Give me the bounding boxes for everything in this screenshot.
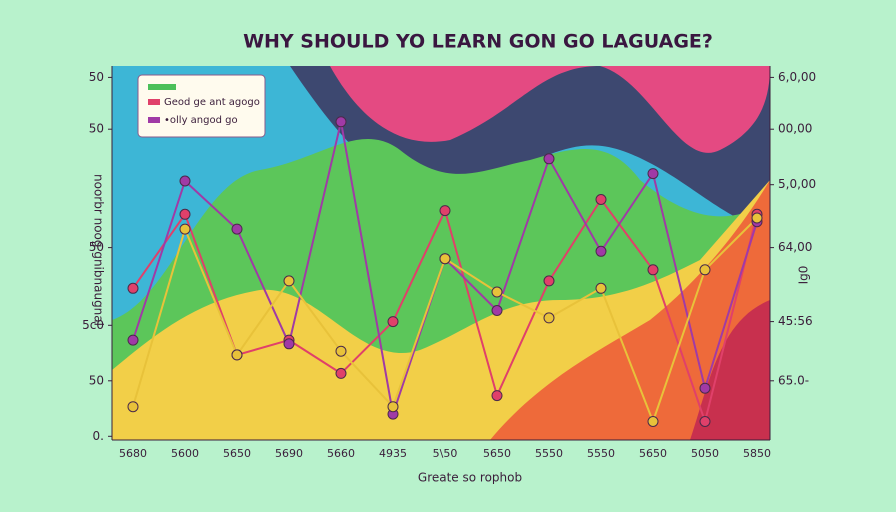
point xyxy=(335,345,347,357)
x-tick-label: 5850 xyxy=(743,447,771,460)
point xyxy=(231,349,243,361)
y-tick-label: 5c0 xyxy=(82,318,104,332)
x-tick-label: 5550 xyxy=(587,447,615,460)
point xyxy=(543,312,555,324)
point xyxy=(127,334,139,346)
point xyxy=(127,401,139,413)
legend-swatch xyxy=(148,84,176,90)
point xyxy=(179,175,191,187)
legend-label: •olly angod go xyxy=(164,115,238,126)
legend-swatch xyxy=(148,99,160,105)
point xyxy=(699,416,711,427)
x-tick-label: 5680 xyxy=(119,447,147,460)
y2-tick-label: 5,0,00 xyxy=(778,177,816,191)
legend-box xyxy=(137,74,266,138)
point xyxy=(283,338,295,350)
x-tick-label: 5550 xyxy=(535,447,563,460)
point xyxy=(491,286,503,298)
x-tick-label: 5\50 xyxy=(433,447,458,460)
point xyxy=(179,208,191,220)
point xyxy=(647,168,659,180)
point xyxy=(647,264,659,276)
y-tick-label: 50 xyxy=(89,122,104,136)
area-orange xyxy=(490,180,770,440)
point xyxy=(179,223,191,235)
x-tick-label: 5660 xyxy=(327,447,355,460)
chart-title: WHY SHOULD YO LEARN GON GO LAGUAGE? xyxy=(243,31,713,53)
point xyxy=(491,390,503,402)
legend-swatch xyxy=(148,117,160,123)
point xyxy=(543,275,555,287)
x-tick-label: 4935 xyxy=(379,447,407,460)
area-pink xyxy=(330,66,770,153)
point xyxy=(231,223,243,235)
point xyxy=(439,253,451,265)
x-tick-label: 5690 xyxy=(275,447,303,460)
legend-label: Geod ge ant agogo xyxy=(164,97,260,108)
y-tick-label: 50 xyxy=(89,70,104,84)
x-tick-label: 5650 xyxy=(483,447,511,460)
point xyxy=(335,116,347,128)
y2-tick-label: 6,0,00 xyxy=(778,70,816,84)
y-tick-label: 50 xyxy=(89,240,104,254)
point xyxy=(491,305,503,316)
point xyxy=(387,316,399,328)
x-tick-label: 5650 xyxy=(639,447,667,460)
point xyxy=(335,367,347,379)
point xyxy=(283,275,295,287)
y2-tick-label: 65.0- xyxy=(778,373,809,387)
point xyxy=(595,194,607,205)
y-tick-label: 50 xyxy=(89,373,104,387)
y2-tick-label: 00,00 xyxy=(778,122,812,136)
point xyxy=(439,205,451,217)
y2-tick-label: 64,00 xyxy=(778,240,812,254)
point xyxy=(543,153,555,165)
y-tick-label: 0. xyxy=(93,429,104,443)
x-tick-label: 5050 xyxy=(691,447,719,460)
y2-tick-label: 45:56 xyxy=(778,314,813,328)
point xyxy=(699,382,711,394)
point xyxy=(595,282,607,294)
x-tick-label: 5600 xyxy=(171,447,199,460)
x-tick-label: 5650 xyxy=(223,447,251,460)
point xyxy=(595,245,607,257)
y-axis-title: noorbr noog gnibnaugnal xyxy=(92,174,106,326)
point xyxy=(127,282,139,294)
x-axis-title: Greate so rophob xyxy=(418,471,522,485)
point xyxy=(751,212,763,224)
y2-axis-title: Ig0 xyxy=(797,266,811,285)
point xyxy=(387,401,399,413)
background-areas xyxy=(112,66,770,440)
point xyxy=(699,264,711,276)
point xyxy=(647,416,659,427)
